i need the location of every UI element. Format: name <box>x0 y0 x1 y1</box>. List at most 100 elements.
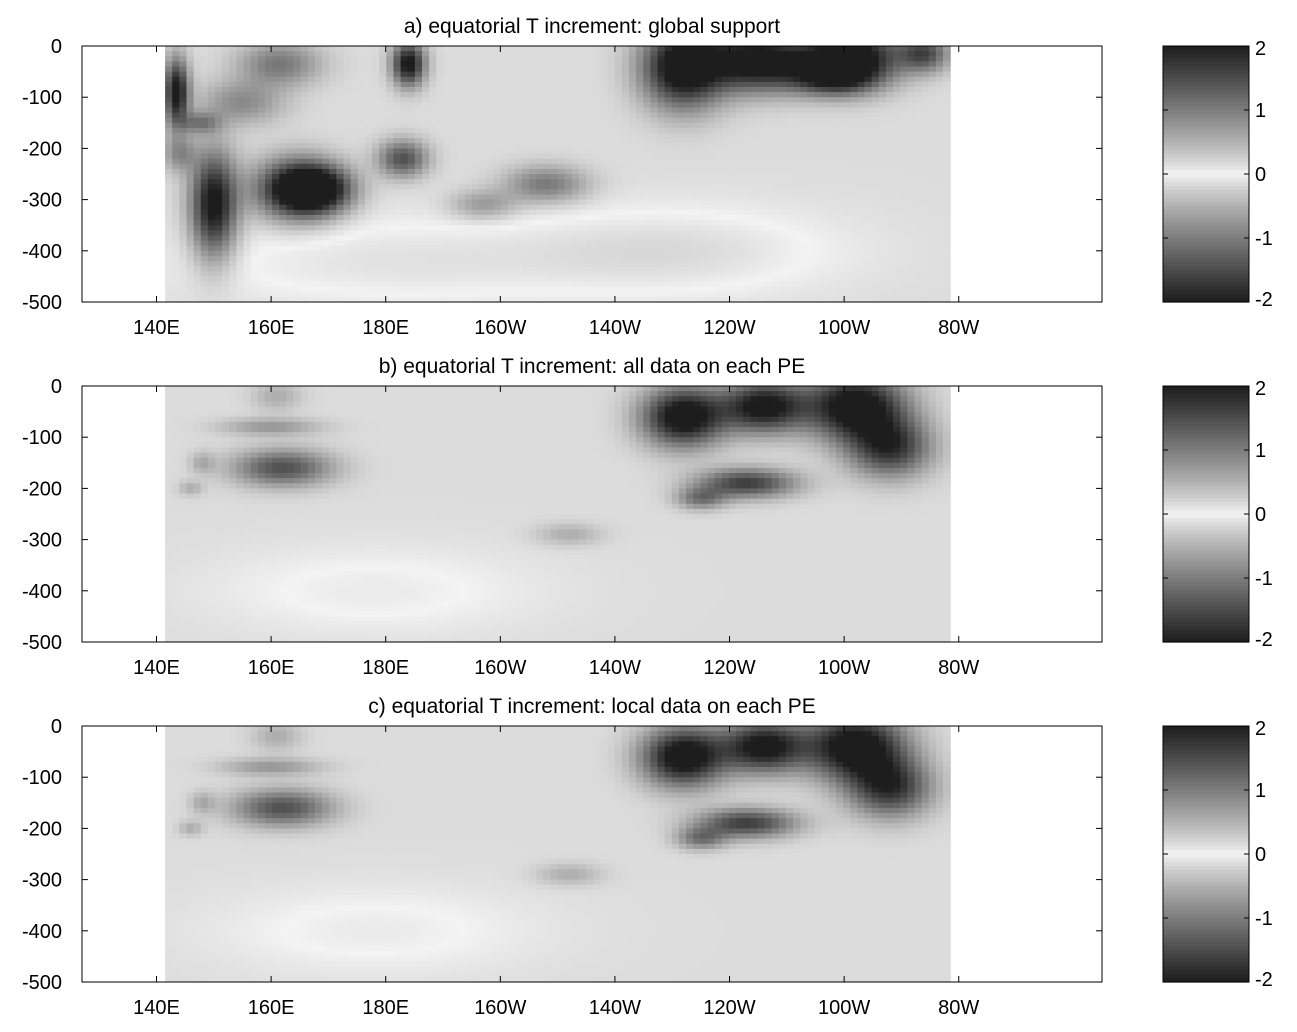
heatmap-cell <box>843 179 851 185</box>
heatmap-cell <box>379 286 387 293</box>
heatmap-cell <box>236 255 245 262</box>
heatmap-cell <box>728 127 737 134</box>
heatmap-cell <box>714 235 723 242</box>
heatmap-cell <box>828 179 837 185</box>
heatmap-cell <box>521 255 530 262</box>
heatmap-cell <box>236 240 245 247</box>
heatmap-cell <box>771 296 780 303</box>
heatmap-cell <box>243 76 252 83</box>
heatmap-cell <box>600 194 609 201</box>
heatmap-cell <box>529 189 537 196</box>
heatmap-cell <box>814 148 823 155</box>
heatmap-cell <box>200 184 209 190</box>
heatmap-cell <box>314 76 323 83</box>
heatmap-cell <box>586 46 594 52</box>
heatmap-cell <box>650 261 659 267</box>
heatmap-cell <box>736 296 744 303</box>
heatmap-cell <box>871 209 880 216</box>
heatmap-cell <box>571 122 580 129</box>
heatmap-cell <box>471 51 480 57</box>
heatmap-cell <box>843 245 851 252</box>
heatmap-cell <box>871 250 880 257</box>
heatmap-cell <box>422 261 430 267</box>
heatmap-cell <box>600 102 609 109</box>
heatmap-cell <box>215 230 223 237</box>
heatmap-cell <box>243 286 252 293</box>
heatmap-cell <box>728 225 737 231</box>
heatmap-cell <box>643 204 651 211</box>
heatmap-cell <box>336 184 345 190</box>
heatmap-cell <box>521 296 530 303</box>
heatmap-cell <box>329 179 337 185</box>
heatmap-cell <box>429 81 437 88</box>
heatmap-cell <box>814 271 823 277</box>
heatmap-cell <box>800 153 809 160</box>
heatmap-cell <box>500 214 509 221</box>
heatmap-cell <box>314 122 323 129</box>
heatmap-cell <box>557 276 566 283</box>
heatmap-cell <box>186 296 195 303</box>
heatmap-cell <box>864 261 873 267</box>
heatmap-cell <box>215 174 223 180</box>
heatmap-cell <box>300 66 309 73</box>
heatmap-cell <box>222 204 230 211</box>
heatmap-cell <box>650 209 659 216</box>
heatmap-cell <box>821 102 830 109</box>
heatmap-cell <box>507 46 516 52</box>
heatmap-cell <box>215 117 223 124</box>
heatmap-cell <box>386 250 395 257</box>
heatmap-cell <box>243 230 252 237</box>
heatmap-cell <box>643 112 651 119</box>
heatmap-cell <box>686 271 694 277</box>
heatmap-cell <box>650 148 659 155</box>
heatmap-cell <box>429 276 437 283</box>
heatmap-cell <box>322 276 330 283</box>
heatmap-cell <box>721 179 730 185</box>
heatmap-cell <box>757 102 766 109</box>
heatmap-cell <box>857 179 866 185</box>
heatmap-cell <box>700 281 709 288</box>
heatmap-cell <box>529 158 537 165</box>
heatmap-cell <box>707 281 716 288</box>
heatmap-cell <box>364 271 373 277</box>
heatmap-cell <box>429 46 437 52</box>
heatmap-cell <box>486 291 494 298</box>
heatmap-cell <box>700 271 709 277</box>
heatmap-cell <box>628 179 637 185</box>
heatmap-cell <box>529 117 537 124</box>
heatmap-cell <box>414 225 423 231</box>
heatmap-cell <box>222 158 230 165</box>
heatmap-cell <box>529 261 537 267</box>
heatmap-cell <box>400 56 409 62</box>
heatmap-cell <box>250 46 259 52</box>
heatmap-cell <box>650 184 659 190</box>
heatmap-cell <box>372 133 380 139</box>
heatmap-cell <box>307 81 316 88</box>
heatmap-cell <box>714 209 723 216</box>
heatmap-cell <box>186 56 195 62</box>
heatmap-cell <box>386 174 395 180</box>
heatmap-cell <box>614 276 623 283</box>
heatmap-cell <box>186 143 195 149</box>
heatmap-cell <box>386 296 395 303</box>
heatmap-cell <box>864 158 873 165</box>
heatmap-cell <box>286 46 295 52</box>
heatmap-cell <box>728 281 737 288</box>
heatmap-cell <box>314 250 323 257</box>
heatmap-cell <box>471 112 480 119</box>
heatmap-cell <box>571 66 580 73</box>
heatmap-cell <box>721 214 730 221</box>
heatmap-cell <box>771 46 780 52</box>
heatmap-cell <box>614 194 623 201</box>
heatmap-cell <box>186 158 195 165</box>
heatmap-cell <box>671 271 680 277</box>
heatmap-cell <box>443 230 452 237</box>
heatmap-cell <box>850 194 858 201</box>
heatmap-cell <box>707 133 716 139</box>
heatmap-cell <box>557 250 566 257</box>
heatmap-cell <box>771 56 780 62</box>
heatmap-cell <box>279 168 288 175</box>
heatmap-cell <box>165 261 173 267</box>
heatmap-cell <box>429 66 437 73</box>
heatmap-cell <box>514 209 523 216</box>
